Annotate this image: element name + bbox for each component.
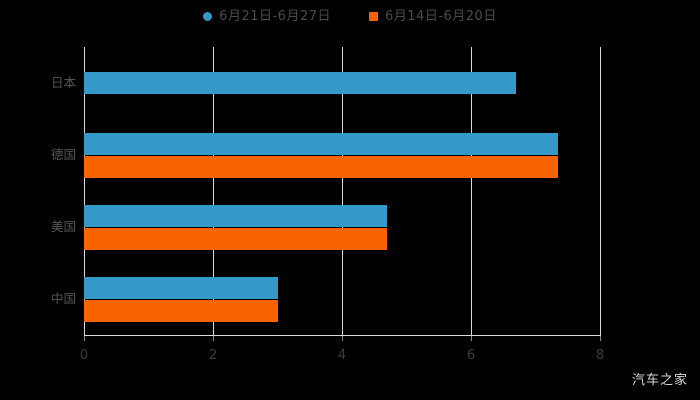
y-axis-category-label: 德国 bbox=[50, 146, 76, 162]
bar-group bbox=[84, 276, 600, 322]
gridline bbox=[84, 47, 85, 335]
bar-group bbox=[84, 72, 600, 94]
bar-group bbox=[84, 204, 600, 250]
x-axis-tick bbox=[84, 336, 85, 341]
x-axis-tick bbox=[213, 336, 214, 341]
legend-circle-marker-icon bbox=[203, 12, 213, 21]
gridline bbox=[342, 47, 343, 335]
x-axis-tick bbox=[471, 336, 472, 341]
y-axis-category-label: 美国 bbox=[50, 218, 76, 234]
y-axis-category-label: 日本 bbox=[50, 74, 76, 90]
bar[interactable] bbox=[84, 72, 517, 94]
bar[interactable] bbox=[84, 155, 559, 178]
gridline bbox=[471, 47, 472, 335]
x-axis-tick-label: 2 bbox=[208, 348, 218, 363]
bar[interactable] bbox=[84, 299, 278, 322]
x-axis-tick-label: 8 bbox=[595, 348, 605, 363]
bar[interactable] bbox=[84, 276, 278, 299]
x-axis-tick-label: 4 bbox=[337, 348, 347, 363]
bar-group bbox=[84, 132, 600, 178]
x-axis-tick-label: 6 bbox=[466, 348, 476, 363]
x-axis-tick bbox=[600, 336, 601, 341]
watermark: 汽车之家 bbox=[631, 373, 688, 388]
x-axis-tick-label: 0 bbox=[79, 348, 89, 363]
chart-legend: 6月21日-6月27日 6月14日-6月20日 bbox=[0, 10, 700, 23]
y-axis-category-label: 中国 bbox=[50, 290, 76, 306]
bar[interactable] bbox=[84, 204, 388, 227]
legend-label-series-b: 6月14日-6月20日 bbox=[385, 9, 497, 24]
gridline bbox=[600, 47, 601, 335]
legend-label-series-a: 6月21日-6月27日 bbox=[219, 9, 331, 24]
gridline bbox=[213, 47, 214, 335]
legend-square-marker-icon bbox=[369, 12, 378, 21]
bar[interactable] bbox=[84, 132, 559, 155]
x-axis-tick bbox=[342, 336, 343, 341]
plot-area: 0 2 4 6 8 日本德国美国中国 bbox=[51, 47, 604, 362]
x-axis-line bbox=[84, 335, 601, 336]
legend-entry-series-a[interactable]: 6月21日-6月27日 bbox=[203, 10, 331, 23]
bar[interactable] bbox=[84, 227, 388, 250]
legend-entry-series-b[interactable]: 6月14日-6月20日 bbox=[369, 10, 497, 23]
